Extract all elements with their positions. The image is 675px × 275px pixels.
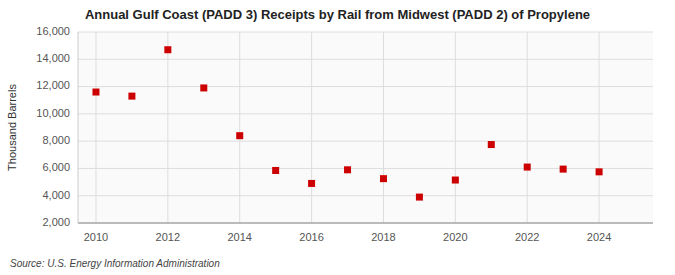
point [560, 166, 567, 173]
x-tick-label: 2010 [84, 231, 108, 243]
x-grid-line [455, 32, 456, 223]
point [200, 84, 207, 91]
point [308, 180, 315, 187]
plot-area [78, 32, 653, 223]
x-tick-label: 2020 [443, 231, 467, 243]
grid [78, 32, 653, 223]
x-tick-label: 2024 [587, 231, 611, 243]
y-axis-label: Thousand Barrels [6, 84, 18, 171]
chart: 2,000 4,000 6,000 8,000 10,000 12,000 14,000 16… [0, 0, 675, 275]
point [524, 164, 531, 171]
y-grid-line [78, 168, 653, 169]
y-grid-line [78, 141, 653, 142]
title: Annual Gulf Coast (PADD 3) Receipts by R… [85, 7, 590, 22]
x-grid-line [599, 32, 600, 223]
y-tick-label: 14,000 [36, 52, 70, 64]
point [596, 168, 603, 175]
y-tick-label: 12,000 [36, 79, 70, 91]
y-grid-line [78, 195, 653, 196]
y-tick-label: 2,000 [42, 216, 70, 228]
x-tick-label: 2022 [515, 231, 539, 243]
point [488, 141, 495, 148]
points [92, 46, 602, 200]
y-tick-label: 4,000 [42, 189, 70, 201]
y-grid-line [78, 113, 653, 114]
x-grid-line [527, 32, 528, 223]
x-tick-label: 2018 [371, 231, 395, 243]
x-axis-line [78, 223, 653, 224]
x-grid-line [239, 32, 240, 223]
point [416, 194, 423, 201]
y-tick-label: 16,000 [36, 25, 70, 37]
point [452, 177, 459, 184]
axes: 2,000 4,000 6,000 8,000 10,000 12,000 14,000 16… [36, 25, 653, 243]
y-grid-line [78, 32, 653, 33]
x-grid-line [383, 32, 384, 223]
x-grid-line [95, 32, 96, 223]
y-axis-line [78, 32, 79, 223]
point [380, 175, 387, 182]
point [272, 167, 279, 174]
point [344, 166, 351, 173]
y-tick-label: 6,000 [42, 161, 70, 173]
x-grid-line [311, 32, 312, 223]
x-tick-label: 2016 [299, 231, 323, 243]
y-grid-line [78, 223, 653, 224]
y-grid-line [78, 59, 653, 60]
source-note: Source: U.S. Energy Information Administ… [10, 258, 220, 269]
point [164, 46, 171, 53]
y-grid-line [78, 86, 653, 87]
point [92, 89, 99, 96]
x-grid-line [167, 32, 168, 223]
point [236, 132, 243, 139]
x-tick-label: 2012 [156, 231, 180, 243]
x-tick-label: 2014 [227, 231, 251, 243]
y-tick-label: 8,000 [42, 134, 70, 146]
point [128, 93, 135, 100]
y-tick-label: 10,000 [36, 107, 70, 119]
